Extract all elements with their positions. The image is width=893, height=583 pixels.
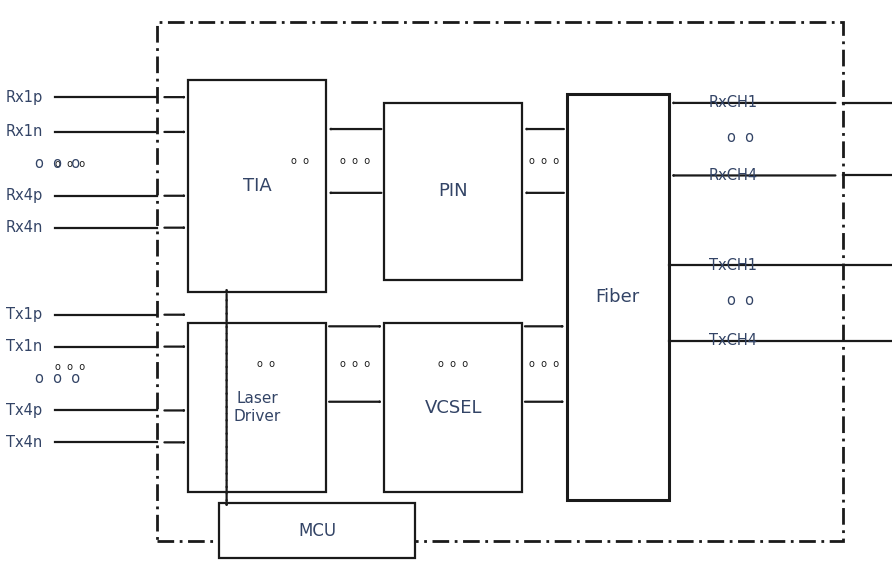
Text: o  o  o: o o o: [530, 359, 560, 369]
Text: o  o  o: o o o: [340, 156, 371, 166]
Text: Laser
Driver: Laser Driver: [234, 391, 281, 424]
Text: o  o  o: o o o: [54, 362, 85, 372]
Text: TxCH4: TxCH4: [709, 333, 757, 348]
Text: o  o: o o: [727, 130, 754, 145]
Bar: [567, 94, 669, 500]
Text: VCSEL: VCSEL: [424, 399, 482, 416]
Bar: [188, 324, 326, 491]
Text: Tx4n: Tx4n: [6, 435, 42, 450]
Text: PIN: PIN: [438, 182, 468, 201]
Bar: [384, 103, 522, 280]
Text: o  o: o o: [727, 293, 754, 308]
Text: o  o: o o: [257, 359, 275, 369]
Bar: [188, 80, 326, 292]
Text: Tx1p: Tx1p: [6, 307, 42, 322]
Text: Rx4p: Rx4p: [6, 188, 43, 203]
Text: o  o  o: o o o: [340, 359, 371, 369]
Text: o  o: o o: [290, 156, 309, 166]
Text: Rx1n: Rx1n: [6, 124, 43, 139]
Text: o  o  o: o o o: [438, 359, 468, 369]
Text: MCU: MCU: [298, 522, 337, 540]
Text: Rx4n: Rx4n: [6, 220, 43, 235]
Bar: [384, 324, 522, 491]
Text: o  o  o: o o o: [530, 156, 560, 166]
Text: Fiber: Fiber: [596, 289, 640, 306]
Text: TxCH1: TxCH1: [709, 258, 757, 273]
Text: Tx1n: Tx1n: [6, 339, 42, 354]
Bar: [220, 503, 415, 559]
Bar: [157, 22, 843, 541]
Text: RxCH1: RxCH1: [709, 96, 758, 110]
Text: Tx4p: Tx4p: [6, 403, 42, 418]
Text: o  o  o: o o o: [35, 371, 80, 386]
Text: Rx1p: Rx1p: [6, 90, 43, 104]
Text: o  o  o: o o o: [54, 159, 85, 169]
Text: RxCH4: RxCH4: [709, 168, 758, 183]
Text: TIA: TIA: [243, 177, 271, 195]
Text: o  o  o: o o o: [35, 156, 80, 171]
